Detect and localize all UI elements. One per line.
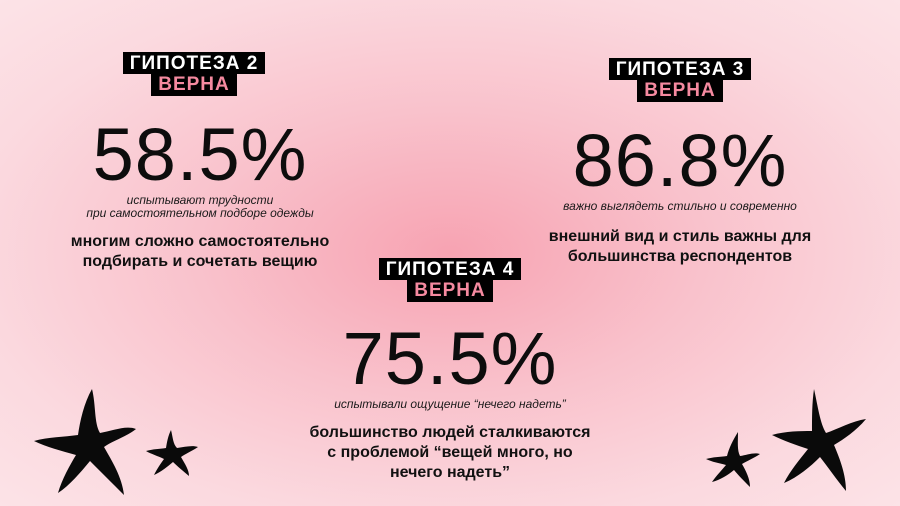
hypothesis-3-block: ГИПОТЕЗА 3 ВЕРНА 86.8% важно выглядеть с…: [500, 58, 860, 267]
hypothesis-3-tag: ГИПОТЕЗА 3 ВЕРНА: [500, 58, 860, 102]
percent-value: 86.8%: [572, 119, 788, 202]
caption-line: важно выглядеть стильно и современно: [563, 199, 797, 213]
finding-line: внешний вид и стиль важны для: [548, 228, 812, 245]
hypothesis-label: ГИПОТЕЗА 3: [608, 58, 752, 80]
hypothesis-4-block: ГИПОТЕЗА 4 ВЕРНА 75.5% испытывали ощущен…: [270, 258, 630, 483]
star-icon: [34, 389, 136, 495]
percent-value: 58.5%: [92, 113, 308, 196]
finding-line: подбирать и сочетать вещию: [82, 253, 318, 270]
caption-line: испытывали ощущение “нечего надеть”: [334, 397, 566, 411]
hypothesis-label: ГИПОТЕЗА 4: [378, 258, 522, 280]
verdict-label: ВЕРНА: [407, 280, 493, 302]
hypothesis-2-block: ГИПОТЕЗА 2 ВЕРНА 58.5% испытывают трудно…: [20, 52, 380, 272]
verdict-label: ВЕРНА: [637, 80, 723, 102]
finding-line: большинство людей сталкиваются: [309, 424, 591, 441]
finding-line: с проблемой “вещей много, но: [327, 444, 573, 461]
star-icon: [772, 389, 866, 491]
finding-line: многим сложно самостоятельно: [70, 233, 330, 250]
star-icon: [146, 430, 198, 476]
hypothesis-4-tag: ГИПОТЕЗА 4 ВЕРНА: [270, 258, 630, 302]
star-icon: [706, 432, 760, 487]
percent-value: 75.5%: [342, 317, 558, 400]
finding-line: нечего надеть”: [389, 464, 511, 481]
caption-line: при самостоятельном подборе одежды: [86, 206, 314, 220]
hypothesis-2-tag: ГИПОТЕЗА 2 ВЕРНА: [8, 52, 380, 96]
caption-line: испытывают трудности: [126, 193, 274, 207]
finding-line: большинства респондентов: [567, 248, 793, 265]
hypothesis-label: ГИПОТЕЗА 2: [122, 52, 266, 74]
verdict-label: ВЕРНА: [151, 74, 237, 96]
